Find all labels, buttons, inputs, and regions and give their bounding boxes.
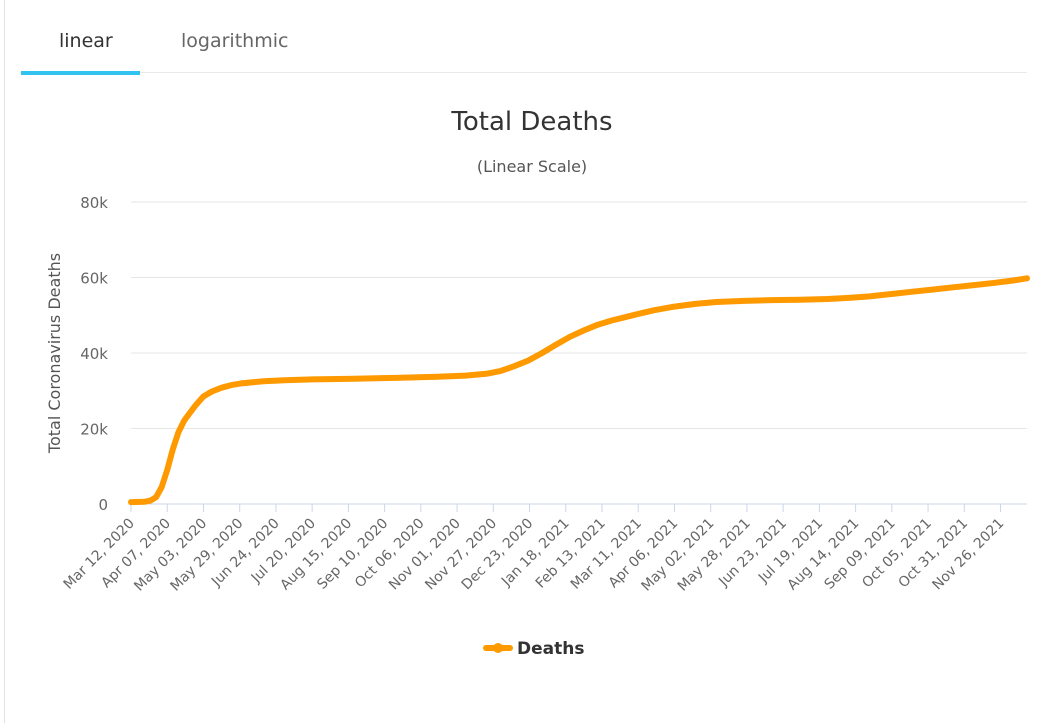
series-line-deaths[interactable] <box>128 275 1030 506</box>
y-axis-title: Total Coronavirus Deaths <box>45 253 64 454</box>
scale-tabs <box>20 0 1027 73</box>
chart-subtitle: (Linear Scale) <box>477 157 587 176</box>
legend-swatch-marker <box>493 643 503 653</box>
chart-panel <box>4 0 1063 723</box>
y-tick-label: 20k <box>80 421 108 439</box>
y-tick-label: 0 <box>98 496 108 514</box>
y-tick-label: 80k <box>80 194 108 212</box>
tab-logarithmic[interactable]: logarithmic <box>181 30 289 52</box>
active-tab-indicator <box>21 71 140 75</box>
legend[interactable]: Deaths <box>483 639 584 659</box>
legend-label[interactable]: Deaths <box>517 639 584 659</box>
tab-linear[interactable]: linear <box>59 30 113 52</box>
chart-title: Total Deaths <box>450 107 612 137</box>
y-tick-label: 60k <box>80 270 108 288</box>
y-tick-label: 40k <box>80 345 108 363</box>
